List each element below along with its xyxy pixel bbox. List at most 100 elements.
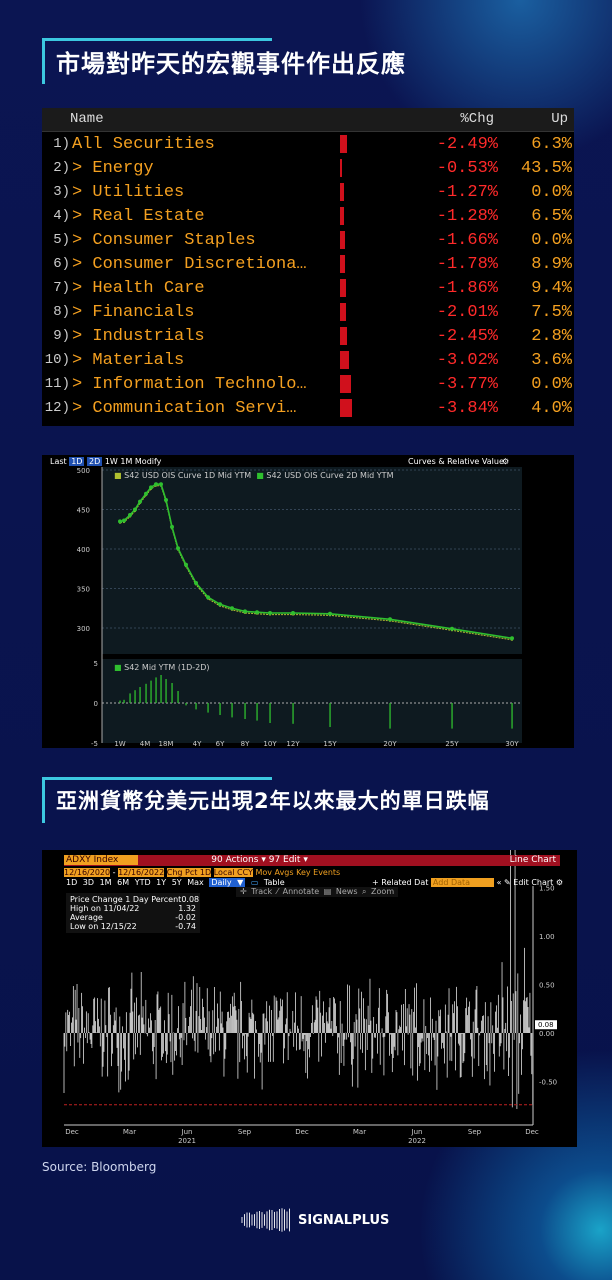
change-bar	[322, 231, 380, 249]
table-row[interactable]: 8) > Financials -2.01% 7.5%	[42, 300, 574, 324]
sector-name[interactable]: > Real Estate	[72, 206, 205, 226]
actions-menu[interactable]: 90 Actions ▾	[211, 855, 266, 865]
curve-point	[118, 519, 122, 524]
period-YTD[interactable]: YTD	[134, 878, 151, 887]
spread-bar	[150, 680, 152, 703]
sector-name[interactable]: > Consumer Discretiona…	[72, 254, 307, 274]
table-button[interactable]: Table	[263, 878, 285, 887]
pct-change: -2.01%	[436, 302, 498, 322]
sector-name[interactable]: > Materials	[72, 350, 185, 370]
table-row[interactable]: 5) > Consumer Staples -1.66% 0.0%	[42, 228, 574, 252]
pct-up: 7.5%	[531, 302, 572, 322]
row-number: 2)	[53, 160, 70, 176]
btn-2d[interactable]: 2D	[87, 457, 103, 466]
pct-up: 0.0%	[531, 230, 572, 250]
pct-change: -0.53%	[436, 158, 498, 178]
edit-chart-button[interactable]: ✎ Edit Chart	[504, 878, 554, 887]
ois-curve-chart: 300 350 400 450 500 1W 4M 18M 4Y 6Y 8Y 10Y 12Y 15Y 20Y…	[42, 455, 574, 748]
title-2: 亞洲貨幣兌美元出現2年以來最大的單日跌幅	[42, 777, 490, 823]
col-chg[interactable]: %Chg	[460, 111, 494, 127]
edit-menu[interactable]: 97 Edit ▾	[268, 855, 308, 865]
x-tick-label: Dec	[295, 1128, 309, 1136]
tool-button[interactable]: ⁄ Annotate	[276, 887, 320, 896]
curve-point	[170, 524, 174, 529]
spread-legend: ■ S42 Mid YTM (1D-2D)	[114, 663, 210, 672]
period-3D[interactable]: 3D	[82, 878, 95, 887]
table-row[interactable]: 3) > Utilities -1.27% 0.0%	[42, 180, 574, 204]
x-tick-label: 4M	[140, 740, 151, 748]
key-events[interactable]: Key Events	[296, 868, 341, 877]
sector-name[interactable]: > Financials	[72, 302, 195, 322]
curve-point	[164, 498, 168, 503]
table-row[interactable]: 7) > Health Care -1.86% 9.4%	[42, 276, 574, 300]
spread-bar	[329, 703, 331, 727]
currency-select[interactable]: Local CCY	[213, 868, 253, 877]
signalplus-logo: SIGNALPLUS	[240, 1205, 389, 1235]
sector-name[interactable]: > Communication Servi…	[72, 398, 297, 418]
daily-select[interactable]: Daily ▼	[209, 878, 246, 887]
ticker-field[interactable]: ADXY Index	[64, 855, 139, 865]
x-tick-label: Sep	[468, 1128, 482, 1136]
pct-up: 6.5%	[531, 206, 572, 226]
btn-1w[interactable]: 1W	[104, 457, 118, 466]
sector-name[interactable]: > Industrials	[72, 326, 205, 346]
plot-area	[102, 467, 522, 654]
sector-name[interactable]: > Energy	[72, 158, 154, 178]
pct-up: 0.0%	[531, 374, 572, 394]
table-row[interactable]: 9) > Industrials -2.45% 2.8%	[42, 324, 574, 348]
period-1Y[interactable]: 1Y	[156, 878, 167, 887]
pct-up: 4.0%	[531, 398, 572, 418]
tool-button[interactable]: ▤ News	[323, 887, 358, 896]
x-tick-label: Dec	[525, 1128, 539, 1136]
field-select[interactable]: Chg Pct 1D	[166, 868, 212, 877]
period-6M[interactable]: 6M	[117, 878, 130, 887]
table-row[interactable]: 4) > Real Estate -1.28% 6.5%	[42, 204, 574, 228]
pct-change: -2.45%	[436, 326, 498, 346]
chart-tools: ✛ Track ⁄ Annotate ▤ News ⌕ Zoom	[236, 887, 399, 897]
pct-up: 0.0%	[531, 182, 572, 202]
table-row[interactable]: 12) > Communication Servi… -3.84% 4.0%	[42, 396, 574, 420]
sector-name[interactable]: All Securities	[72, 134, 215, 154]
curve-point	[388, 617, 392, 622]
y-tick-label: 0	[94, 700, 98, 708]
curve-point	[128, 513, 132, 518]
table-row[interactable]: 1) All Securities -2.49% 6.3%	[42, 132, 574, 156]
row-number: 10)	[44, 352, 70, 368]
stat-row: Low on 12/15/22 -0.74	[70, 922, 196, 931]
sector-name[interactable]: > Health Care	[72, 278, 205, 298]
spread-bar	[139, 687, 141, 703]
related-data-button[interactable]: + Related Dat	[372, 878, 429, 887]
curve-point	[243, 609, 247, 614]
sector-name[interactable]: > Consumer Staples	[72, 230, 256, 250]
period-5Y[interactable]: 5Y	[171, 878, 182, 887]
tool-button[interactable]: ✛ Track	[240, 887, 273, 896]
sector-name[interactable]: > Utilities	[72, 182, 185, 202]
btn-1d[interactable]: 1D	[69, 457, 85, 466]
col-name[interactable]: Name	[70, 111, 104, 127]
start-date[interactable]: 12/16/2020	[64, 868, 111, 877]
last-label: Last	[50, 457, 67, 466]
change-bar	[322, 303, 380, 321]
pct-change: -3.77%	[436, 374, 498, 394]
curve-point	[133, 507, 137, 512]
period-1D[interactable]: 1D	[66, 878, 78, 887]
end-date[interactable]: 12/16/2022	[118, 868, 165, 877]
period-Max[interactable]: Max	[187, 878, 204, 887]
period-1M[interactable]: 1M	[99, 878, 112, 887]
table-row[interactable]: 10) > Materials -3.02% 3.6%	[42, 348, 574, 372]
tool-button[interactable]: ⌕ Zoom	[362, 887, 395, 896]
modify-button[interactable]: Modify	[134, 457, 162, 466]
curve-point	[122, 518, 126, 523]
btn-1m[interactable]: 1M	[120, 457, 133, 466]
add-data-input[interactable]: Add Data	[430, 878, 495, 887]
table-row[interactable]: 2) > Energy -0.53% 43.5%	[42, 156, 574, 180]
table-row[interactable]: 11) > Information Technolo… -3.77% 0.0%	[42, 372, 574, 396]
sector-name[interactable]: > Information Technolo…	[72, 374, 307, 394]
gear-icon[interactable]: ⚙	[502, 457, 510, 466]
mov-avgs[interactable]: Mov Avgs	[255, 868, 294, 877]
curve-point	[184, 562, 188, 567]
change-bar	[322, 159, 380, 177]
col-up[interactable]: Up	[551, 111, 568, 127]
adxy-settings: 12/16/2020 - 12/16/2022 Chg Pct 1D Local…	[64, 868, 341, 877]
table-row[interactable]: 6) > Consumer Discretiona… -1.78% 8.9%	[42, 252, 574, 276]
